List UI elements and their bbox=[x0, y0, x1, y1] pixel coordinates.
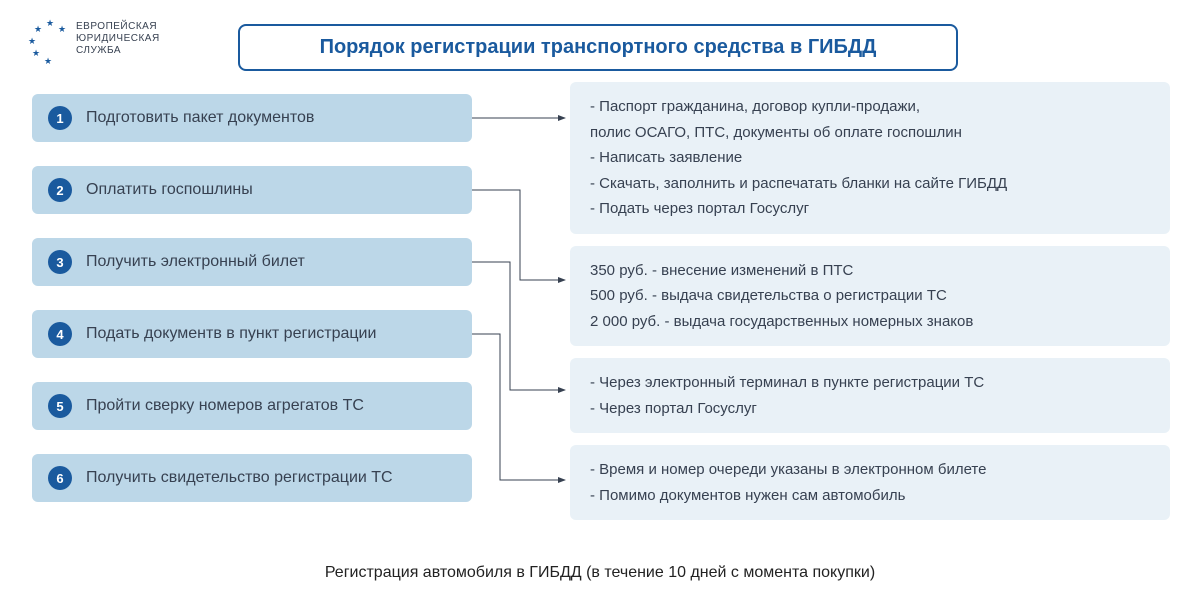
logo: ★ ★ ★ ★ ★ ★ ЕВРОПЕЙСКАЯ ЮРИДИЧЕСКАЯ СЛУЖ… bbox=[28, 18, 160, 60]
detail-box-4: - Время и номер очереди указаны в электр… bbox=[570, 445, 1170, 520]
detail-line: - Время и номер очереди указаны в электр… bbox=[590, 457, 1150, 483]
step-number: 2 bbox=[48, 178, 72, 202]
step-label: Получить свидетельство регистрации ТС bbox=[86, 469, 393, 487]
detail-box-1: - Паспорт гражданина, договор купли-прод… bbox=[570, 82, 1170, 234]
detail-line: - Помимо документов нужен сам автомобиль bbox=[590, 483, 1150, 509]
step-label: Оплатить госпошлины bbox=[86, 181, 253, 199]
page-title: Порядок регистрации транспортного средст… bbox=[238, 24, 958, 71]
step-number: 6 bbox=[48, 466, 72, 490]
detail-line: - Через электронный терминал в пункте ре… bbox=[590, 370, 1150, 396]
step-3: 3 Получить электронный билет bbox=[32, 238, 472, 286]
step-2: 2 Оплатить госпошлины bbox=[32, 166, 472, 214]
step-number: 4 bbox=[48, 322, 72, 346]
footer-caption: Регистрация автомобиля в ГИБДД (в течени… bbox=[0, 564, 1200, 582]
step-label: Подать документв в пункт регистрации bbox=[86, 325, 376, 343]
details-column: - Паспорт гражданина, договор купли-прод… bbox=[570, 82, 1170, 532]
step-label: Получить электронный билет bbox=[86, 253, 305, 271]
step-number: 5 bbox=[48, 394, 72, 418]
detail-box-2: 350 руб. - внесение изменений в ПТС 500 … bbox=[570, 246, 1170, 347]
detail-box-3: - Через электронный терминал в пункте ре… bbox=[570, 358, 1170, 433]
step-number: 3 bbox=[48, 250, 72, 274]
detail-line: - Написать заявление bbox=[590, 145, 1150, 171]
detail-line: 500 руб. - выдача свидетельства о регист… bbox=[590, 283, 1150, 309]
detail-line: - Через портал Госуслуг bbox=[590, 396, 1150, 422]
step-5: 5 Пройти сверку номеров агрегатов ТС bbox=[32, 382, 472, 430]
detail-line: - Скачать, заполнить и распечатать бланк… bbox=[590, 171, 1150, 197]
step-number: 1 bbox=[48, 106, 72, 130]
step-6: 6 Получить свидетельство регистрации ТС bbox=[32, 454, 472, 502]
detail-line: - Подать через портал Госуслуг bbox=[590, 196, 1150, 222]
logo-stars-icon: ★ ★ ★ ★ ★ ★ bbox=[28, 18, 70, 60]
step-label: Пройти сверку номеров агрегатов ТС bbox=[86, 397, 364, 415]
detail-line: полис ОСАГО, ПТС, документы об оплате го… bbox=[590, 120, 1150, 146]
detail-line: 2 000 руб. - выдача государственных номе… bbox=[590, 309, 1150, 335]
step-4: 4 Подать документв в пункт регистрации bbox=[32, 310, 472, 358]
detail-line: 350 руб. - внесение изменений в ПТС bbox=[590, 258, 1150, 284]
step-label: Подготовить пакет документов bbox=[86, 109, 314, 127]
logo-text: ЕВРОПЕЙСКАЯ ЮРИДИЧЕСКАЯ СЛУЖБА bbox=[76, 21, 160, 57]
steps-column: 1 Подготовить пакет документов 2 Оплатит… bbox=[32, 94, 472, 526]
step-1: 1 Подготовить пакет документов bbox=[32, 94, 472, 142]
detail-line: - Паспорт гражданина, договор купли-прод… bbox=[590, 94, 1150, 120]
